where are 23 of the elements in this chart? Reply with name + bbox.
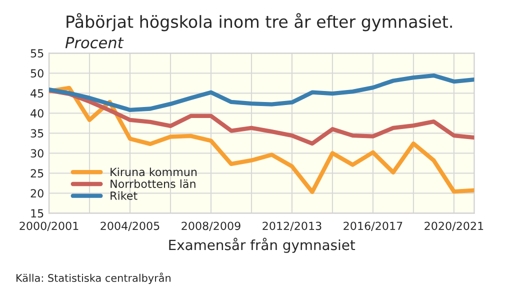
x-tick-label: 2004/2005: [100, 222, 160, 231]
y-tick-label: 55: [30, 49, 44, 58]
line-series: [49, 73, 474, 112]
y-tick-label: 40: [30, 109, 44, 118]
legend-label: Riket: [110, 191, 138, 200]
y-tick-label: 50: [30, 69, 44, 78]
y-tick-label: 15: [31, 209, 44, 218]
x-tick-label: 2012/2013: [262, 222, 322, 231]
y-tick-label: 25: [30, 169, 44, 178]
y-tick-label: 30: [30, 149, 44, 158]
x-tick-label: 2016/2017: [344, 222, 402, 231]
y-tick-label: 45: [30, 89, 44, 98]
chart-title: Påbörjat högskola inom tre år efter gymnasiet.: [66, 13, 452, 32]
x-axis-title: Examensår från gymnasiet: [169, 238, 356, 253]
chart-subtitle: Procent: [65, 37, 124, 48]
x-tick-label: 2008/2009: [182, 222, 240, 231]
y-tick-label: 35: [30, 129, 44, 138]
legend-label: Norrbottens län: [110, 179, 196, 188]
x-tick-label: 2000/2001: [20, 222, 78, 231]
legend-label: Kiruna kommun: [110, 168, 197, 176]
text: Källa: Statistiska centralbyrån: [16, 272, 170, 284]
y-tick-label: 20: [30, 189, 44, 198]
x-tick-label: 2020/2021: [424, 222, 484, 231]
